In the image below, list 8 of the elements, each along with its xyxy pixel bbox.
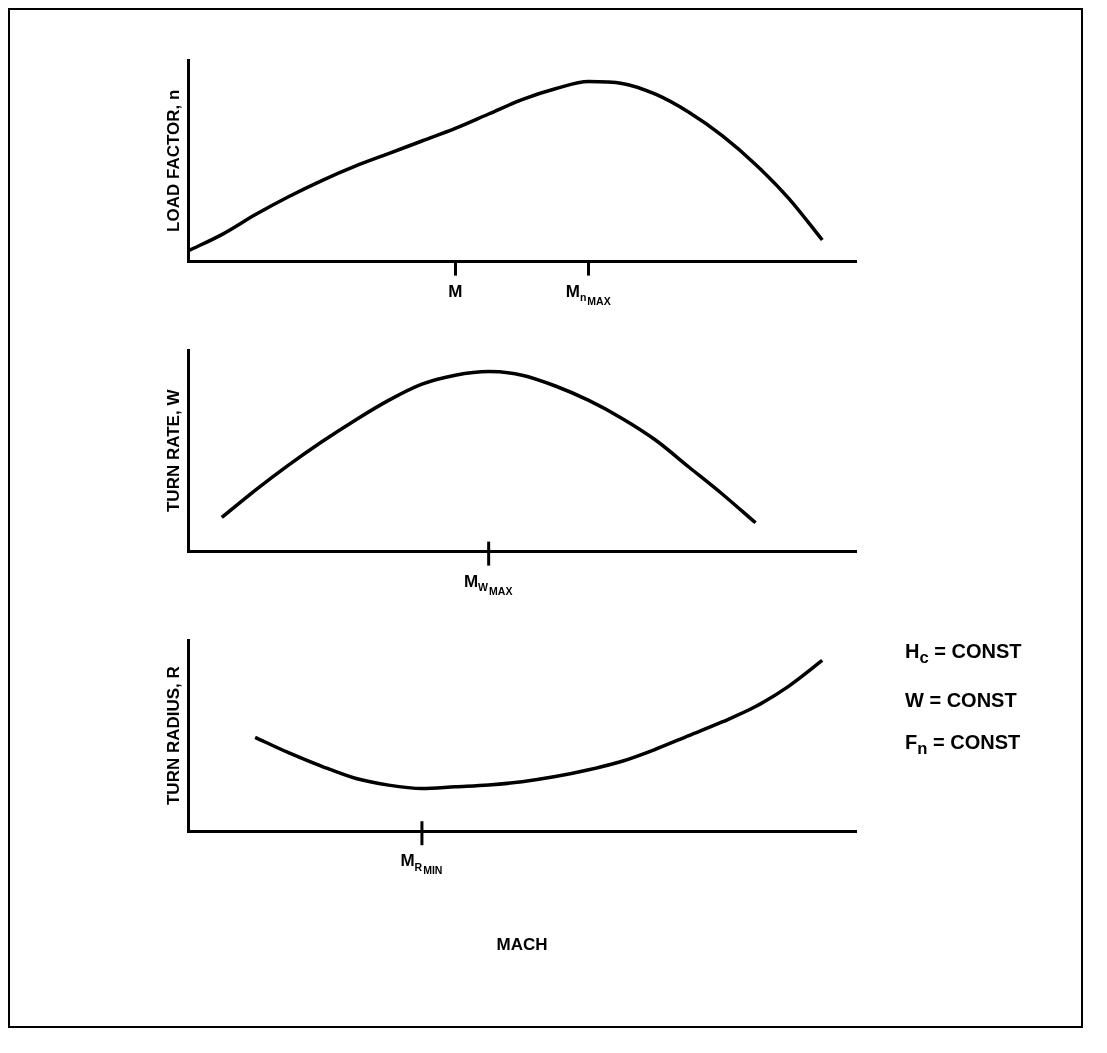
y-axis-title: LOAD FACTOR, n — [163, 89, 183, 232]
y-axis-title: TURN RADIUS, R — [163, 666, 183, 806]
x-tick-label: M — [448, 281, 463, 301]
x-axis-title: MACH — [496, 935, 548, 955]
text: W = CONST — [905, 688, 1018, 713]
text: H$_{c}$ = CONST — [905, 639, 1022, 669]
text: F$_{n}$ = CONST — [905, 730, 1022, 760]
y-axis-title: TURN RATE, W — [163, 388, 183, 513]
